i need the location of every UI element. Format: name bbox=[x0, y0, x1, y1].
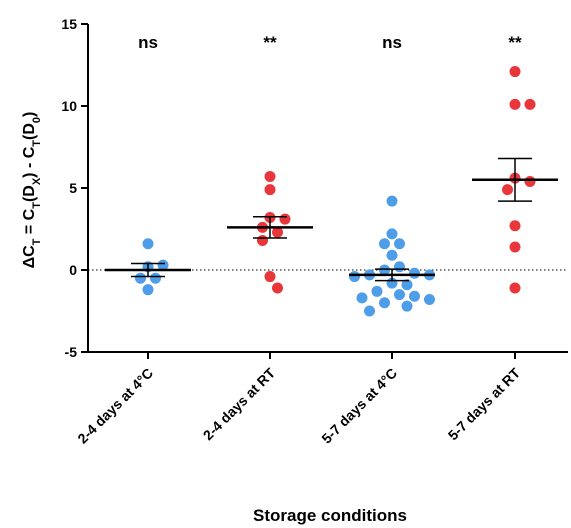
y-tick-label: 5 bbox=[69, 180, 77, 196]
data-point bbox=[386, 195, 398, 207]
data-point bbox=[401, 279, 413, 291]
y-axis-title-part: ) bbox=[21, 112, 38, 117]
data-point bbox=[142, 284, 154, 296]
data-point bbox=[379, 297, 390, 309]
annotation: ns bbox=[382, 33, 402, 52]
data-point bbox=[509, 241, 521, 253]
y-axis-title-part: ΔC bbox=[21, 245, 38, 269]
data-point bbox=[157, 259, 169, 271]
y-axis-title-part: T bbox=[31, 238, 43, 245]
y-tick-label: 15 bbox=[61, 16, 77, 32]
y-tick-label: -5 bbox=[65, 344, 78, 360]
data-point bbox=[409, 290, 420, 302]
data-point bbox=[509, 282, 521, 294]
y-axis-title-part: X bbox=[31, 177, 43, 185]
data-point bbox=[401, 300, 413, 312]
x-tick-label: 5-7 days at 4°C bbox=[318, 365, 400, 447]
data-point bbox=[142, 238, 154, 250]
data-point bbox=[394, 238, 405, 250]
data-point bbox=[509, 66, 521, 78]
y-axis-title-part: (D bbox=[21, 185, 38, 202]
y-axis-title-part: T bbox=[31, 202, 43, 209]
data-point bbox=[150, 272, 161, 284]
x-tick-label: 2-4 days at RT bbox=[200, 365, 279, 444]
data-point bbox=[386, 228, 398, 240]
data-point bbox=[424, 294, 435, 306]
data-point bbox=[394, 261, 405, 273]
y-axis-title: ΔCT = CT(DX) - CT(D0) bbox=[21, 112, 43, 269]
data-point bbox=[502, 184, 513, 196]
data-point bbox=[279, 213, 291, 225]
data-point bbox=[379, 238, 390, 250]
data-point bbox=[264, 184, 276, 196]
data-point bbox=[386, 249, 398, 261]
x-axis-title: Storage conditions bbox=[253, 506, 407, 525]
x-tick-label: 2-4 days at 4°C bbox=[74, 365, 156, 447]
annotation: ** bbox=[508, 33, 522, 52]
data-point bbox=[257, 234, 268, 246]
data-point bbox=[524, 98, 536, 110]
y-axis-title-part: = C bbox=[21, 208, 38, 238]
data-point bbox=[272, 282, 283, 294]
annotation: ns bbox=[138, 33, 158, 52]
data-point bbox=[356, 292, 368, 304]
data-point bbox=[364, 305, 375, 317]
data-point bbox=[371, 285, 383, 297]
data-point bbox=[379, 264, 390, 276]
y-axis-title-part: 0 bbox=[31, 117, 43, 123]
data-point bbox=[409, 267, 420, 279]
data-point bbox=[524, 175, 536, 187]
data-point bbox=[264, 171, 276, 183]
annotation: ** bbox=[263, 33, 277, 52]
data-point bbox=[135, 272, 146, 284]
y-axis-title-part: T bbox=[31, 140, 43, 147]
data-point bbox=[394, 289, 405, 301]
y-axis-title-part: ) - C bbox=[21, 146, 38, 178]
x-tick-label: 5-7 days at RT bbox=[445, 365, 524, 444]
data-point bbox=[272, 226, 283, 238]
y-tick-label: 10 bbox=[61, 98, 77, 114]
y-tick-label: 0 bbox=[69, 262, 77, 278]
y-axis-title-part: (D bbox=[21, 123, 38, 140]
data-point bbox=[509, 98, 521, 110]
data-point bbox=[349, 271, 360, 283]
data-point bbox=[509, 220, 521, 232]
data-point bbox=[264, 271, 276, 283]
